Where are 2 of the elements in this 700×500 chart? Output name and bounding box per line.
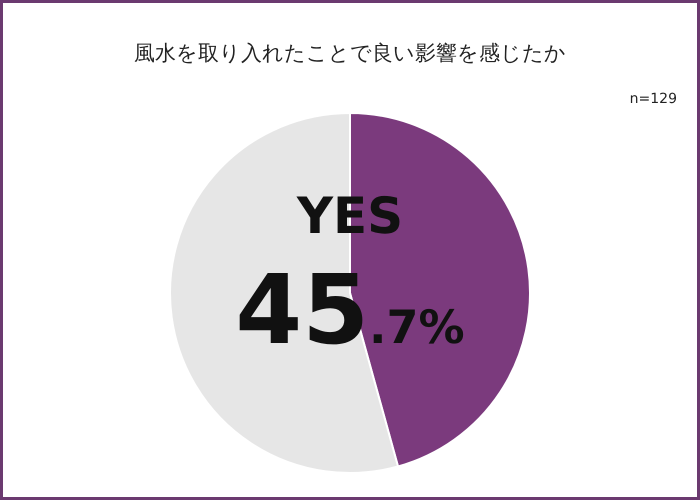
chart-title: 風水を取り入れたことで良い影響を感じたか [133, 40, 567, 67]
text: n=129 [630, 91, 677, 107]
